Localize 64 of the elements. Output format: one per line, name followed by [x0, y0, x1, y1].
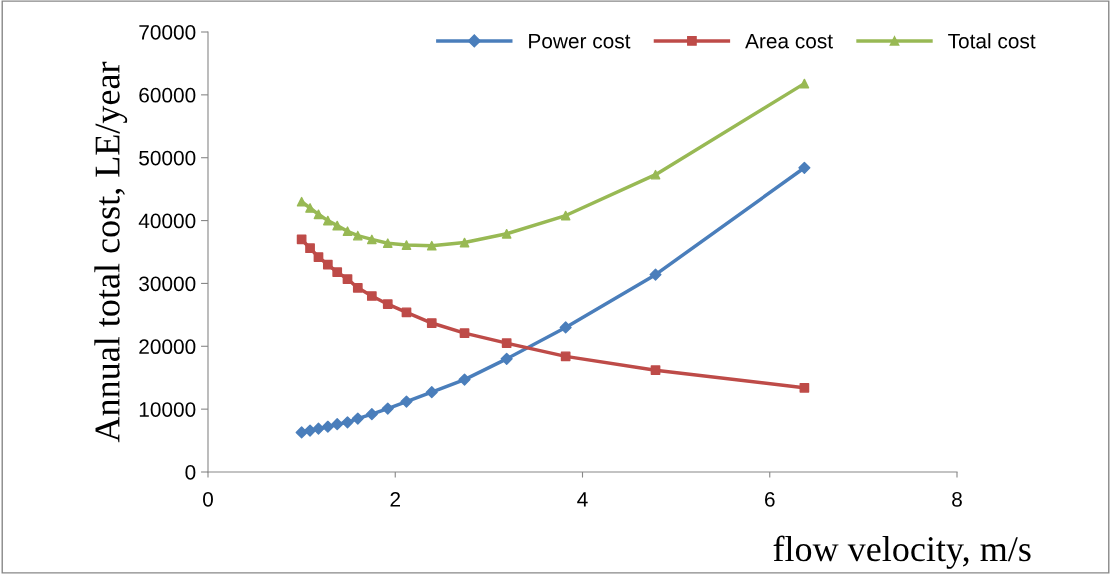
point	[322, 215, 333, 226]
x-tick-label: 2	[390, 491, 400, 507]
point	[501, 228, 512, 239]
point	[321, 420, 334, 433]
y-tick-label: 0	[185, 465, 196, 480]
point	[401, 307, 412, 318]
x-axis-title: flow velocity, m/s	[773, 535, 1031, 569]
point	[312, 422, 325, 435]
point	[459, 237, 470, 248]
point	[458, 373, 471, 386]
point	[500, 352, 513, 365]
point	[650, 169, 661, 180]
point	[400, 395, 413, 408]
legend-label: Power cost	[529, 33, 631, 49]
point	[366, 234, 377, 245]
y-axis-title: Annual total cost, LE/year	[94, 61, 128, 443]
point	[352, 282, 363, 293]
point	[305, 243, 315, 254]
y-tick-label: 40000	[138, 213, 196, 229]
point	[305, 203, 315, 213]
y-tick-label: 20000	[139, 339, 196, 355]
point	[799, 382, 810, 393]
x-tick-label: 6	[765, 491, 775, 507]
point	[331, 418, 344, 431]
point	[332, 267, 343, 277]
x-tick-label: 8	[952, 491, 962, 507]
point	[560, 210, 571, 221]
point	[426, 318, 437, 328]
point	[352, 230, 363, 241]
point	[313, 252, 324, 262]
y-tick-label: 70000	[139, 25, 196, 40]
point	[382, 238, 393, 249]
point	[501, 338, 512, 349]
point	[459, 328, 470, 338]
point	[296, 196, 307, 207]
legend-label: Area cost	[745, 33, 833, 49]
point	[560, 351, 571, 362]
y-tick-label: 60000	[139, 87, 196, 103]
point	[322, 259, 333, 270]
point	[365, 408, 378, 421]
point	[332, 220, 343, 231]
point	[426, 240, 437, 251]
point	[366, 291, 377, 301]
legend-label: Total cost	[948, 33, 1036, 49]
point	[342, 226, 353, 237]
point	[425, 386, 438, 399]
point	[381, 402, 394, 415]
y-tick-label: 50000	[139, 150, 196, 166]
point	[798, 161, 811, 174]
point	[799, 78, 810, 89]
point	[342, 274, 353, 284]
point	[559, 321, 572, 334]
point	[650, 365, 661, 376]
point	[382, 299, 393, 310]
y-tick-label: 10000	[139, 402, 196, 417]
point	[295, 426, 308, 439]
point	[401, 240, 412, 250]
point	[341, 416, 354, 429]
point	[351, 412, 364, 425]
x-tick-label: 4	[577, 492, 588, 507]
point	[313, 209, 324, 220]
point	[649, 268, 662, 281]
y-tick-label: 30000	[139, 276, 196, 292]
x-tick-label: 0	[203, 491, 213, 507]
